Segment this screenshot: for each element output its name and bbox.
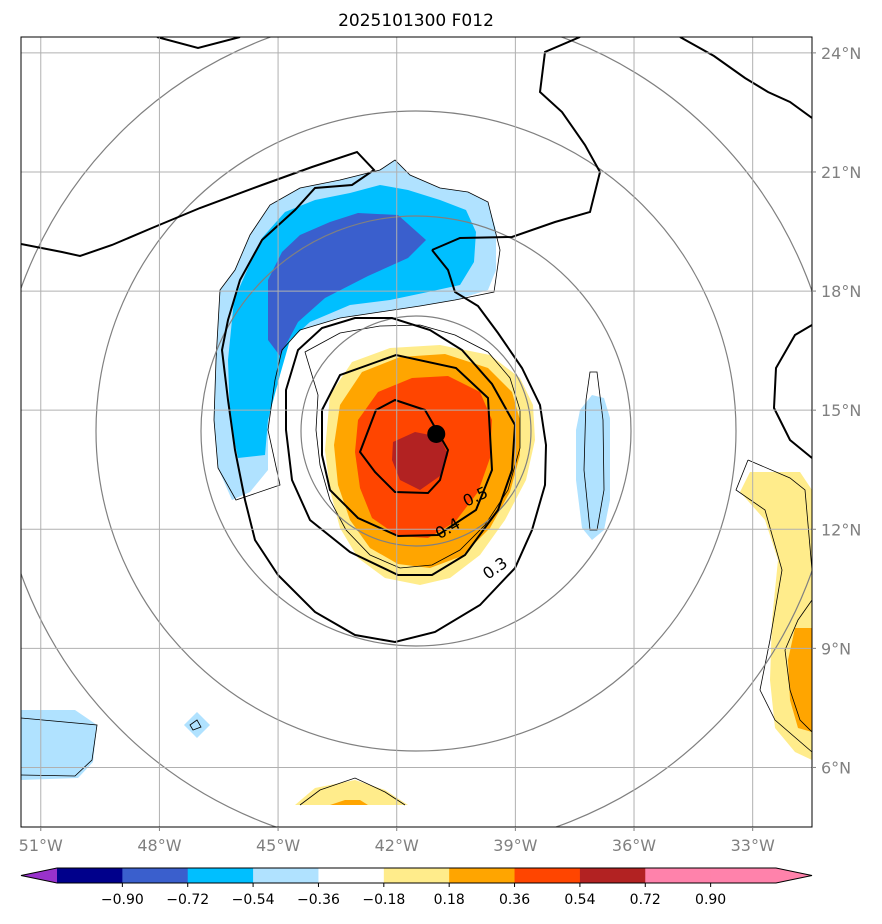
chart-title: 2025101300 F012 (338, 11, 494, 31)
contour-0.3 (285, 317, 517, 576)
contour-right (772, 324, 812, 459)
colorbar-tick-label: −0.18 (362, 892, 405, 908)
colorbar-tick-label: −0.36 (297, 892, 340, 908)
colorbar-extend-min (21, 868, 57, 883)
colorbar-segment (122, 868, 189, 883)
y-tick-label: 9°N (821, 639, 851, 658)
x-tick-label: 51°W (19, 836, 63, 855)
shade-bottom-orange (330, 800, 368, 805)
y-tick-label: 6°N (821, 758, 851, 777)
colorbar-tick-label: 0.90 (695, 892, 726, 908)
colorbar-tick-label: 0.54 (564, 892, 595, 908)
map-frame (20, 36, 813, 828)
colorbar-tick-label: 0.18 (434, 892, 465, 908)
colorbar-tick-label: 0.72 (630, 892, 661, 908)
colorbar: −0.90 −0.72 −0.54 −0.36 −0.18 0.18 0.36 0.54 0.7… (20, 867, 813, 908)
colorbar-segment (710, 868, 777, 883)
thin-contours (21, 159, 812, 806)
colorbar-segment (579, 868, 646, 883)
x-axis: 51°W 48°W 45°W 42°W 39°W 36°W 33°W (19, 827, 775, 855)
storm-center-marker (427, 424, 446, 443)
colorbar-segment (318, 868, 385, 883)
shade-small-lightblue-right (576, 395, 610, 540)
x-tick-label: 42°W (375, 836, 419, 855)
shade-right-orange (788, 628, 812, 732)
contour-outer (21, 150, 548, 644)
x-tick-label: 39°W (493, 836, 537, 855)
colorbar-tick-label: −0.90 (101, 892, 144, 908)
colorbar-tick-label: 0.36 (499, 892, 530, 908)
y-tick-label: 12°N (821, 520, 861, 539)
x-tick-label: 36°W (612, 836, 656, 855)
y-tick-label: 21°N (821, 163, 861, 182)
y-tick-label: 15°N (821, 401, 861, 420)
colorbar-segment (514, 868, 581, 883)
shade-left-lightblue (21, 710, 97, 780)
grid-lines (21, 37, 812, 827)
colorbar-segment (57, 868, 123, 883)
colorbar-tick-label: −0.54 (232, 892, 275, 908)
shade-bottom-yellow (295, 780, 408, 805)
x-tick-label: 45°W (256, 836, 300, 855)
map-area (21, 37, 812, 827)
colorbar-segment (253, 868, 319, 883)
colorbar-extend-max (776, 868, 812, 883)
contour-topleft (156, 37, 241, 50)
shade-tiny-lightblue (184, 712, 210, 738)
contour-0.5 (358, 398, 450, 495)
x-tick-label: 48°W (137, 836, 181, 855)
shade-negative-royalblue (268, 213, 426, 356)
colorbar-tick-label: −0.72 (166, 892, 209, 908)
y-tick-label: 18°N (821, 282, 861, 301)
x-tick-label: 33°W (731, 836, 775, 855)
colorbar-segment (645, 868, 712, 883)
colorbar-segment (187, 868, 254, 883)
contour-topright (679, 37, 812, 119)
shade-positive-darkred (392, 432, 448, 490)
y-axis: 24°N 21°N 18°N 15°N 12°N 9°N 6°N (812, 44, 861, 777)
contour-0.4 (321, 353, 494, 538)
y-tick-label: 24°N (821, 44, 861, 63)
range-rings (21, 37, 812, 827)
colorbar-segment (449, 868, 516, 883)
colorbar-segment (383, 868, 450, 883)
colorbar-outline (20, 867, 813, 884)
